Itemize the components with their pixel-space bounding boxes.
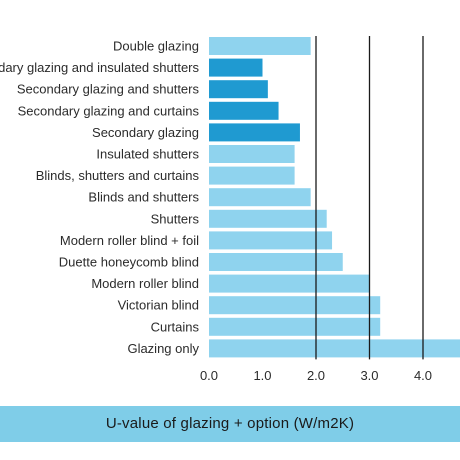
bar-1	[209, 58, 263, 77]
category-label-5: Insulated shutters	[96, 147, 199, 162]
bar-4	[209, 123, 300, 142]
category-label-7: Blinds and shutters	[88, 190, 199, 205]
bar-3	[209, 101, 279, 120]
x-tick-label-2: 2.0	[307, 368, 325, 383]
x-axis-title: U-value of glazing + option (W/m2K)	[105, 415, 355, 432]
bar-14	[209, 339, 460, 358]
category-label-1: Secondary glazing and insulated shutters	[0, 60, 199, 75]
bar-0	[209, 37, 311, 55]
bar-13	[209, 317, 381, 336]
bar-9	[209, 231, 333, 250]
category-label-3: Secondary glazing and curtains	[18, 103, 200, 118]
x-axis-title-band: U-value of glazing + option (W/m2K)	[0, 406, 460, 442]
bar-7	[209, 188, 311, 207]
x-tick-label-3: 3.0	[360, 368, 378, 383]
bar-2	[209, 80, 268, 99]
bar-5	[209, 145, 295, 163]
x-tick-label-0: 0.0	[200, 368, 218, 383]
category-label-0: Double glazing	[113, 39, 199, 54]
bar-8	[209, 209, 327, 228]
bar-10	[209, 253, 343, 271]
category-label-6: Blinds, shutters and curtains	[36, 168, 200, 183]
category-label-9: Modern roller blind + foil	[60, 233, 199, 248]
bar-chart: Double glazing Secondary glazing and insu…	[0, 36, 460, 383]
category-label-2: Secondary glazing and shutters	[17, 82, 200, 97]
x-tick-label-4: 4.0	[414, 368, 432, 383]
category-label-14: Glazing only	[127, 341, 199, 356]
category-label-12: Victorian blind	[118, 298, 199, 313]
bar-6	[209, 166, 295, 185]
category-label-4: Secondary glazing	[92, 125, 199, 140]
bar-12	[209, 296, 381, 315]
bar-11	[209, 274, 370, 293]
category-label-10: Duette honeycomb blind	[59, 255, 199, 270]
category-label-8: Shutters	[151, 211, 200, 226]
category-label-11: Modern roller blind	[91, 276, 199, 291]
category-label-13: Curtains	[151, 319, 200, 334]
x-tick-label-1: 1.0	[253, 368, 271, 383]
